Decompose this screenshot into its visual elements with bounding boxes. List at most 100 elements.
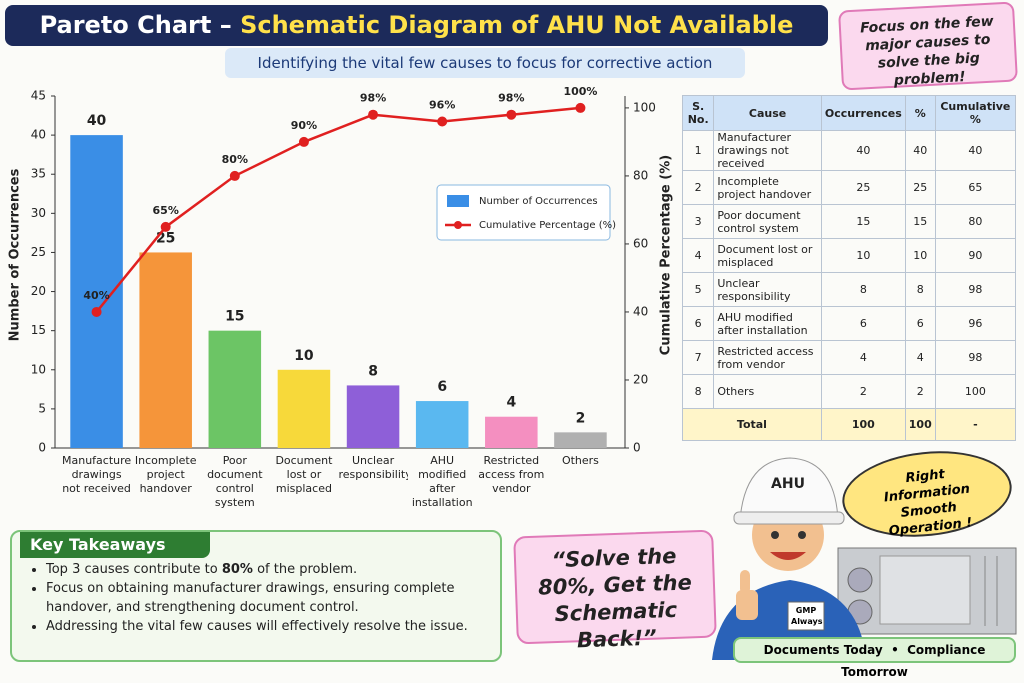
- y-tick-label: 0: [38, 441, 46, 455]
- table-cell: 90: [934, 238, 1017, 273]
- line-marker: [437, 116, 448, 127]
- table-cell: Others: [713, 374, 822, 409]
- x-tick-label-box: Incomplete project handover: [134, 454, 197, 495]
- header-cell: Occurrences: [820, 95, 906, 131]
- table-cell: 2: [820, 374, 906, 409]
- table-cell: 80: [934, 204, 1017, 239]
- bar: [415, 401, 469, 448]
- bar-value-label: 25: [156, 230, 175, 246]
- table-cell: 40: [820, 130, 906, 171]
- table-row: 4 Document lost or misplaced 10 10 90: [681, 238, 1017, 273]
- table-cell: 15: [904, 204, 936, 239]
- table-cell: 8: [820, 272, 906, 307]
- y-axis-title: Number of Occurrences: [8, 168, 23, 341]
- bar: [139, 252, 192, 448]
- bar-value-label: 2: [576, 410, 586, 426]
- y2-tick-label: 80: [633, 168, 648, 182]
- table-cell: 8: [904, 272, 936, 307]
- x-tick-label: AHU modified after installation: [411, 454, 473, 509]
- y-tick-label: 15: [31, 323, 46, 337]
- table-cell: Restricted access from vendor: [713, 340, 822, 375]
- table-cell: 10: [820, 238, 906, 273]
- x-tick-label-box: Poor document control system: [207, 454, 263, 509]
- table-cell: Unclear responsibility: [713, 272, 822, 307]
- table-row: 8 Others 2 2 100: [681, 374, 1017, 409]
- table-cell: 2: [904, 374, 936, 409]
- line-marker: [160, 221, 171, 232]
- y-tick-label: 35: [31, 167, 46, 181]
- takeaways: Key Takeaways Top 3 causes contribute to…: [10, 530, 502, 662]
- legend-box: [436, 184, 611, 241]
- sticky-note: Focus on the few major causes to solve t…: [838, 1, 1018, 91]
- table-cell: 3: [681, 204, 715, 239]
- line-marker: [91, 306, 102, 317]
- takeaway-text: Addressing the vital few causes will eff…: [46, 619, 468, 634]
- takeaway-text: of the problem.: [252, 562, 358, 577]
- table-cell: 6: [904, 306, 936, 341]
- table-cell: 98: [934, 272, 1017, 307]
- y-tick-label: 20: [31, 284, 46, 298]
- header-cell: %: [904, 95, 936, 131]
- total-cell: 100: [820, 408, 906, 441]
- line-value-label: 98%: [360, 92, 386, 105]
- takeaways-title: Key Takeaways: [20, 532, 210, 558]
- x-tick-label: Unclear responsibility: [338, 454, 408, 481]
- table-cell: 65: [934, 170, 1017, 205]
- header-cell: Cumulative %: [934, 95, 1017, 131]
- line-value-label: 90%: [291, 119, 317, 132]
- table-cell: Incomplete project handover: [713, 170, 822, 205]
- table-total: Total 100 100-: [682, 408, 1017, 441]
- y-tick-label: 45: [31, 89, 46, 103]
- header-cell: S. No.: [681, 95, 715, 131]
- x-tick-label-box: Restricted access from vendor: [478, 454, 544, 495]
- legend-swatch-marker: [454, 221, 462, 229]
- bar-value-label: 15: [225, 309, 244, 325]
- subtitle: Identifying the vital few causes to focu…: [225, 48, 745, 78]
- total-cell: -: [934, 408, 1017, 441]
- bar-value-label: 8: [368, 363, 378, 379]
- line-marker: [298, 136, 309, 147]
- line-marker: [368, 109, 379, 120]
- table-cell: 8: [681, 374, 715, 409]
- table-row: 2 Incomplete project handover 25 25 65: [681, 170, 1017, 205]
- table-cell: 25: [820, 170, 906, 205]
- ahu-unit: [837, 547, 1017, 635]
- x-tick-label: Poor document control system: [207, 454, 263, 509]
- x-tick-label: Others: [561, 454, 599, 467]
- total-cell: Total: [682, 408, 822, 441]
- bar: [277, 369, 331, 448]
- cumulative-line: [95, 106, 581, 313]
- x-tick-label: Manufacturer drawings not received: [62, 454, 132, 495]
- table-row: 6 AHU modified after installation 6 6 96: [681, 306, 1017, 341]
- bar: [485, 416, 538, 448]
- table-header: S. No. Cause Occurrences% Cumulative %: [681, 95, 1017, 131]
- data-table: S. No. Cause Occurrences% Cumulative % 1 Manu…: [681, 95, 1017, 441]
- y2-tick-label: 100: [633, 100, 656, 114]
- badge-text: GMP Always: [791, 606, 823, 626]
- y2-tick-label: 40: [633, 304, 648, 318]
- table-cell: 6: [820, 306, 906, 341]
- bar: [346, 385, 400, 448]
- y-tick-label: 40: [31, 128, 46, 142]
- y-tick-label: 25: [31, 245, 46, 259]
- table-cell: 10: [904, 238, 936, 273]
- y2-tick-label: 60: [633, 236, 648, 250]
- badge: GMP Always: [791, 606, 823, 626]
- x-tick-label-box: AHU modified after installation: [411, 454, 473, 509]
- y-tick-label: 30: [31, 206, 46, 220]
- x-tick-label: Incomplete project handover: [134, 454, 197, 495]
- quote: “Solve the 80%, Get the Schematic Back!”: [513, 529, 717, 652]
- legend-label: Cumulative Percentage (%): [479, 220, 616, 231]
- bar-value-label: 4: [506, 395, 516, 411]
- y2-tick-label: 0: [633, 441, 641, 455]
- table-cell: 25: [904, 170, 936, 205]
- bar: [554, 432, 607, 448]
- x-tick-label: Document lost or misplaced: [275, 454, 333, 495]
- title-main: Schematic Diagram of AHU Not Available: [240, 11, 794, 39]
- header-cell: Cause: [713, 95, 822, 131]
- table-cell: Poor document control system: [713, 204, 822, 239]
- x-tick-label-box: Unclear responsibility: [338, 454, 408, 481]
- bar-value-label: 6: [437, 379, 447, 395]
- footer: Documents Today • Compliance Tomorrow: [733, 637, 1016, 679]
